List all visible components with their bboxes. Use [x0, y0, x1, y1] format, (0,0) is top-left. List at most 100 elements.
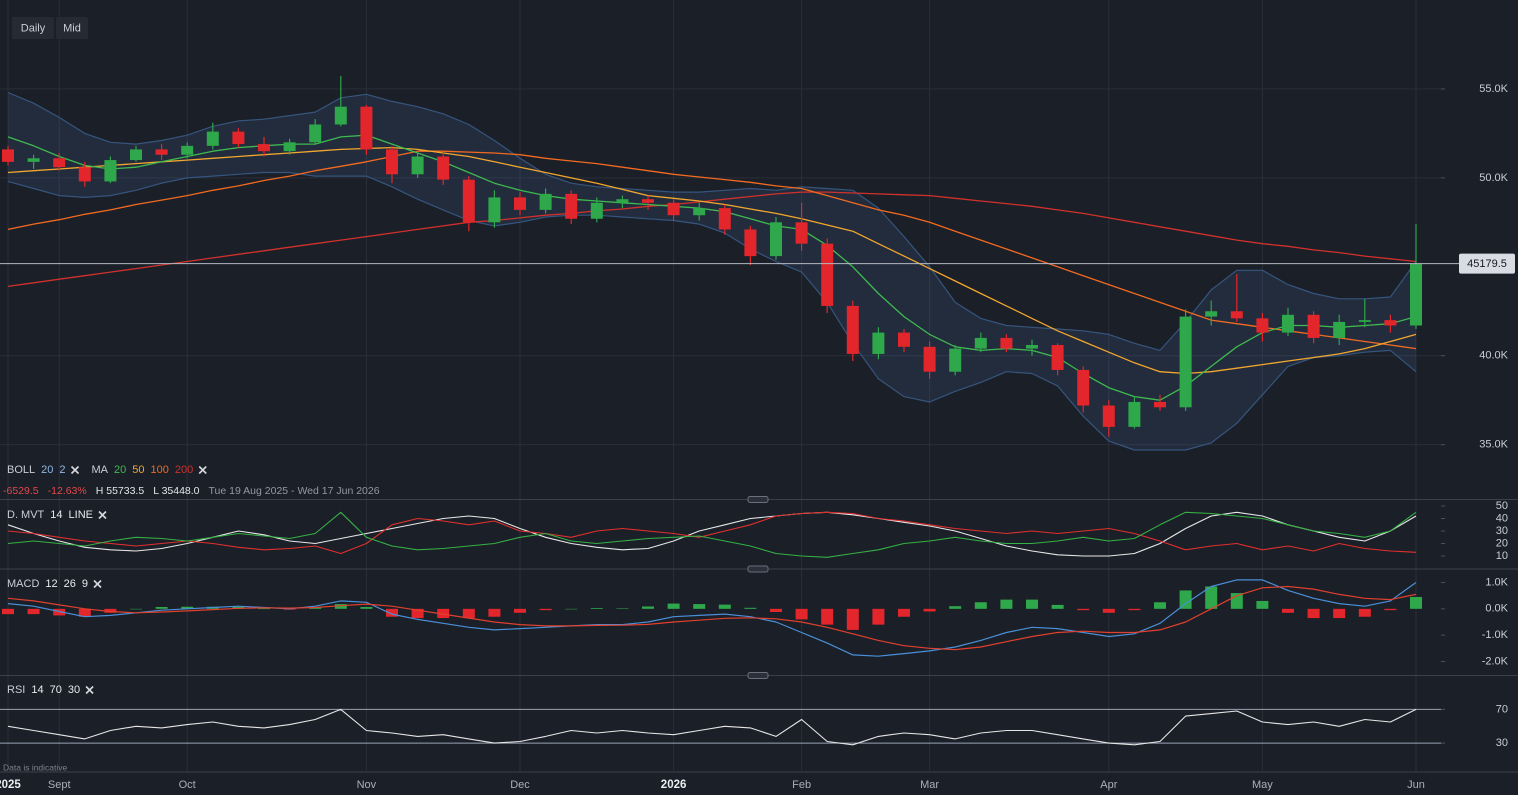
candle-body	[53, 158, 66, 168]
histogram-bar	[718, 604, 731, 609]
candle-body	[155, 149, 168, 155]
candle-body	[462, 179, 475, 223]
candle-body	[488, 197, 501, 223]
candle-body	[872, 332, 885, 354]
candle-body	[386, 149, 398, 175]
y-tick-label: 30	[1496, 737, 1508, 749]
candle-body	[232, 131, 245, 145]
candle-body	[898, 332, 910, 347]
histogram-bar	[1358, 608, 1371, 617]
candle-body	[718, 208, 731, 230]
histogram-bar	[258, 608, 270, 610]
candle-body	[1358, 320, 1371, 322]
candle-body	[1205, 311, 1218, 317]
x-tick-label: Apr	[1100, 779, 1117, 791]
histogram-bar	[78, 608, 91, 617]
candle-body	[1051, 345, 1064, 370]
moving-average	[7, 150, 1417, 350]
candle-body	[309, 124, 322, 143]
candle-body	[1026, 345, 1038, 349]
button-bg[interactable]	[12, 17, 54, 39]
histogram-bar	[1000, 599, 1013, 609]
legend-text: RSI	[7, 684, 25, 696]
grid	[0, 0, 1445, 771]
candle-body	[744, 229, 757, 257]
x-tick-label: 2026	[661, 779, 687, 791]
button[interactable]: Daily	[21, 22, 46, 34]
histogram-bar	[334, 604, 347, 609]
histogram-bar	[565, 608, 578, 610]
last-price-label: 45179.5	[1467, 258, 1507, 270]
histogram-bar	[1154, 602, 1166, 609]
close-icon[interactable]	[198, 465, 207, 475]
y-tick-label: 10	[1496, 550, 1508, 562]
histogram-bar	[1410, 597, 1422, 609]
candle-body	[1307, 314, 1320, 338]
candle-body	[974, 337, 987, 349]
x-tick-label: Jun	[1407, 779, 1425, 791]
last-price-bg	[1459, 253, 1515, 274]
y-tick-label: 1.0K	[1485, 576, 1508, 588]
close-icon[interactable]	[93, 579, 102, 589]
legend-text: MA	[92, 464, 109, 476]
histogram-bar	[488, 608, 501, 617]
y-tick-label: 70	[1496, 703, 1508, 715]
button[interactable]: Mid	[63, 22, 81, 34]
pane-handle[interactable]	[747, 672, 769, 679]
legend-text: 12	[45, 578, 57, 590]
y-tick-label: 0.0K	[1485, 603, 1508, 615]
button-bg[interactable]	[56, 17, 88, 39]
labels: 2025SeptOctNovDec2026FebMarAprMayJun35.0…	[0, 83, 1515, 791]
candle-body	[1179, 316, 1192, 408]
histogram-bar	[949, 606, 962, 609]
candle-body	[539, 193, 552, 210]
candle-body	[1230, 311, 1243, 319]
pane-handle[interactable]	[747, 565, 769, 573]
candle-body	[104, 160, 117, 182]
y-tick-label: 35.0K	[1479, 439, 1508, 451]
legend-text: 26	[64, 578, 76, 590]
candle-body	[27, 158, 40, 162]
y-tick-label: 40	[1496, 512, 1508, 524]
indicator-line	[7, 511, 1417, 555]
histogram-bar	[181, 606, 194, 609]
candle-body	[411, 156, 424, 175]
histogram-bar	[872, 608, 885, 625]
close-icon[interactable]	[85, 685, 94, 695]
x-tick-label: Sept	[48, 779, 71, 791]
candle-body	[667, 202, 680, 216]
histogram-bar	[667, 603, 680, 609]
candle-body	[360, 106, 373, 150]
histogram-bar	[1051, 604, 1064, 609]
candle-body	[334, 106, 347, 125]
x-tick-label: Dec	[510, 779, 530, 791]
legend-text: 70	[50, 684, 62, 696]
histogram-bar	[539, 608, 552, 611]
histogram-bar	[744, 607, 757, 609]
histogram-bar	[1282, 608, 1294, 613]
histogram-bar	[386, 608, 398, 617]
stat-text: -12.63%	[48, 485, 87, 497]
histogram-bar	[1026, 599, 1038, 609]
candle-body	[181, 145, 194, 155]
candle-body	[2, 149, 14, 162]
histogram-bar	[616, 608, 629, 609]
histogram-bar	[514, 608, 526, 613]
histogram-bar	[155, 607, 168, 609]
candle-body	[258, 144, 270, 152]
moving-average	[7, 191, 1417, 288]
histogram-bar	[27, 608, 40, 615]
y-tick-label: 40.0K	[1479, 350, 1508, 362]
pane-handle[interactable]	[747, 496, 769, 503]
candle-body	[1282, 314, 1294, 333]
legend-text: BOLL	[7, 464, 35, 476]
close-icon[interactable]	[70, 465, 80, 475]
close-icon[interactable]	[98, 510, 107, 520]
legend-text: MACD	[7, 578, 39, 590]
histogram-bar	[898, 608, 910, 617]
y-tick-label: 50.0K	[1479, 172, 1508, 184]
histogram-bar	[846, 608, 859, 630]
candle-body	[206, 131, 219, 146]
histogram-bar	[1384, 608, 1397, 611]
